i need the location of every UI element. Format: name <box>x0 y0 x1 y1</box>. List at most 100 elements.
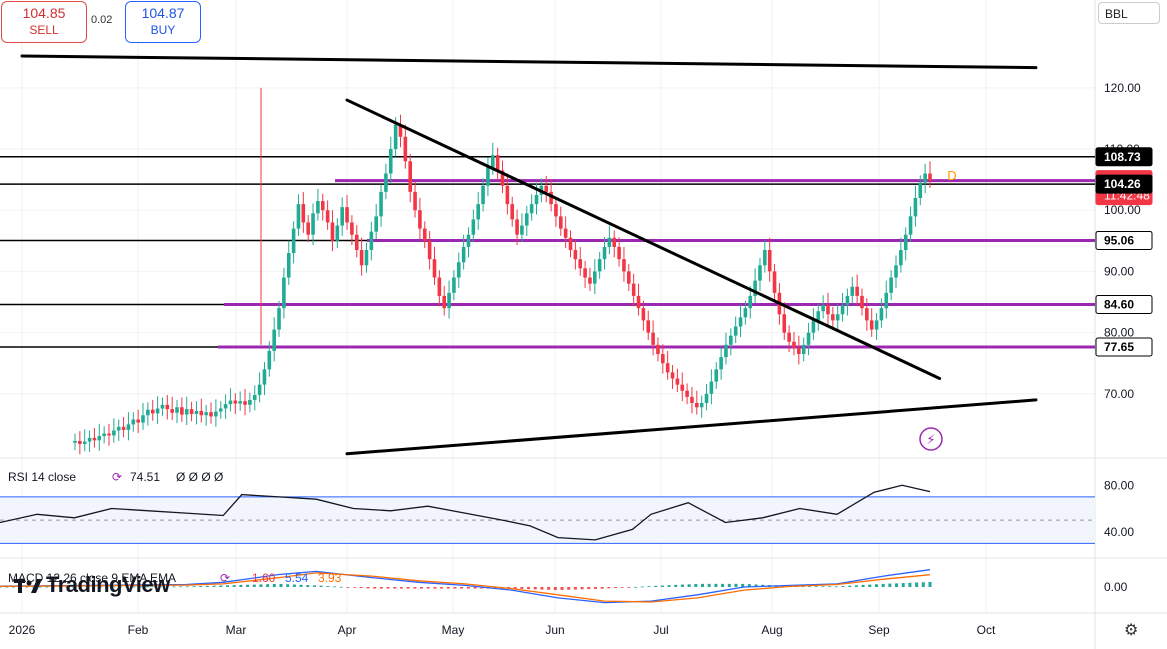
trendlines[interactable]: ⚡D <box>20 54 1038 456</box>
candle-body <box>811 320 816 333</box>
macd-histogram-bar <box>292 584 296 587</box>
macd-histogram-bar <box>246 584 250 587</box>
macd-panel: 0.00 MACD 12 26 close 9 EMA EMA ⟳ 1.60 5.54 3… <box>0 569 1128 604</box>
macd-histogram-bar <box>593 587 597 589</box>
macd-histogram-bar <box>854 585 858 587</box>
candle-body <box>782 314 787 333</box>
candle-body <box>272 329 276 351</box>
macd-histogram-bar <box>680 584 684 587</box>
candle-body <box>894 265 898 278</box>
rsi-value: 74.51 <box>130 470 160 484</box>
macd-histogram-bar <box>306 585 310 587</box>
candle-body <box>554 204 558 217</box>
candle-body <box>393 124 398 150</box>
candle-body <box>758 265 762 281</box>
candle-body <box>379 191 383 217</box>
candle-body <box>403 136 408 162</box>
macd-histogram-bar <box>426 587 430 589</box>
candle-body <box>763 250 767 266</box>
candle-body <box>267 350 272 370</box>
candle-body <box>593 271 597 284</box>
candle-body <box>233 400 238 404</box>
macd-histogram-bar <box>533 587 537 590</box>
macd-histogram-bar <box>620 587 624 588</box>
time-tick-label: May <box>442 623 465 637</box>
macd-histogram-bar <box>781 585 785 587</box>
candle-body <box>588 277 592 284</box>
sell-price: 104.85 <box>22 5 66 21</box>
price-label-box <box>1095 294 1153 314</box>
candle-body <box>865 308 869 321</box>
candle-body <box>831 314 835 321</box>
candle-body <box>772 271 777 293</box>
candle-body <box>500 170 505 186</box>
candle-body <box>456 262 461 278</box>
candle-body <box>534 194 539 205</box>
macd-histogram-bar <box>219 585 223 587</box>
candle-body <box>388 149 393 174</box>
rsi-extra: Ø Ø Ø Ø <box>176 470 223 484</box>
macd-histogram-bar <box>714 583 718 587</box>
buy-button[interactable]: 104.87 BUY <box>125 1 201 43</box>
candle-body <box>184 409 189 415</box>
candle-body <box>262 369 267 385</box>
candle-body <box>320 201 325 211</box>
candle-body <box>330 222 335 241</box>
candle-body <box>189 409 194 414</box>
candle-body <box>87 437 92 442</box>
macd-histogram-bar <box>881 583 885 587</box>
macd-histogram-bar <box>132 586 136 588</box>
macd-histogram-bar <box>580 587 584 590</box>
candle-body <box>155 408 160 414</box>
macd-histogram-bar <box>118 586 122 588</box>
macd-histogram-bar <box>901 583 905 587</box>
price-label-box <box>1095 230 1153 250</box>
candle-body <box>413 191 417 211</box>
price-label-value: 104.26 <box>1104 177 1141 191</box>
candle-body <box>461 246 466 263</box>
macd-histogram-bar <box>112 586 116 588</box>
macd-histogram-bar <box>279 583 283 587</box>
rsi-settings-icon: ⟳ <box>112 470 122 484</box>
macd-histogram-bar <box>694 583 698 587</box>
macd-line <box>0 569 931 604</box>
candle-body <box>218 408 223 412</box>
settings-gear-icon[interactable]: ⚙ <box>1124 622 1139 639</box>
candle-body <box>899 250 903 266</box>
rsi-tick-label: 80.00 <box>1104 478 1134 492</box>
candle-body <box>806 332 811 345</box>
time-tick-label: Apr <box>338 623 357 637</box>
candle-body <box>73 440 77 443</box>
macd-histogram-bar <box>433 587 437 589</box>
macd-histogram-bar <box>553 587 557 591</box>
time-tick-label: Aug <box>761 623 782 637</box>
macd-histogram-bar <box>139 586 143 588</box>
macd-histogram-bar <box>908 582 912 587</box>
macd-histogram-bar <box>841 586 845 587</box>
price-label-value: 95.06 <box>1104 233 1134 247</box>
macd-histogram-bar <box>11 586 15 588</box>
macd-histogram-bar <box>573 587 577 590</box>
macd-histogram-bar <box>627 587 631 588</box>
candle-body <box>107 433 111 436</box>
candle-body <box>869 320 874 330</box>
candle-body <box>194 410 199 414</box>
candle-body <box>928 173 932 181</box>
candle-body <box>238 401 242 404</box>
candle-body <box>398 124 403 137</box>
candle-body <box>801 344 806 355</box>
candle-body <box>112 430 116 436</box>
macd-histogram-bar <box>420 587 424 589</box>
candle-body <box>170 409 174 413</box>
symbol-selector[interactable]: BBL <box>1098 2 1160 24</box>
sell-button[interactable]: 104.85 SELL <box>1 1 87 43</box>
macd-histogram-bar <box>326 586 330 587</box>
macd-histogram-bar <box>413 587 417 589</box>
candle-body <box>160 404 165 409</box>
macd-histogram-bar <box>821 586 825 588</box>
candle-body <box>427 240 432 260</box>
candle-body <box>918 182 923 198</box>
candle-body <box>874 320 879 330</box>
candle-body <box>636 295 641 309</box>
